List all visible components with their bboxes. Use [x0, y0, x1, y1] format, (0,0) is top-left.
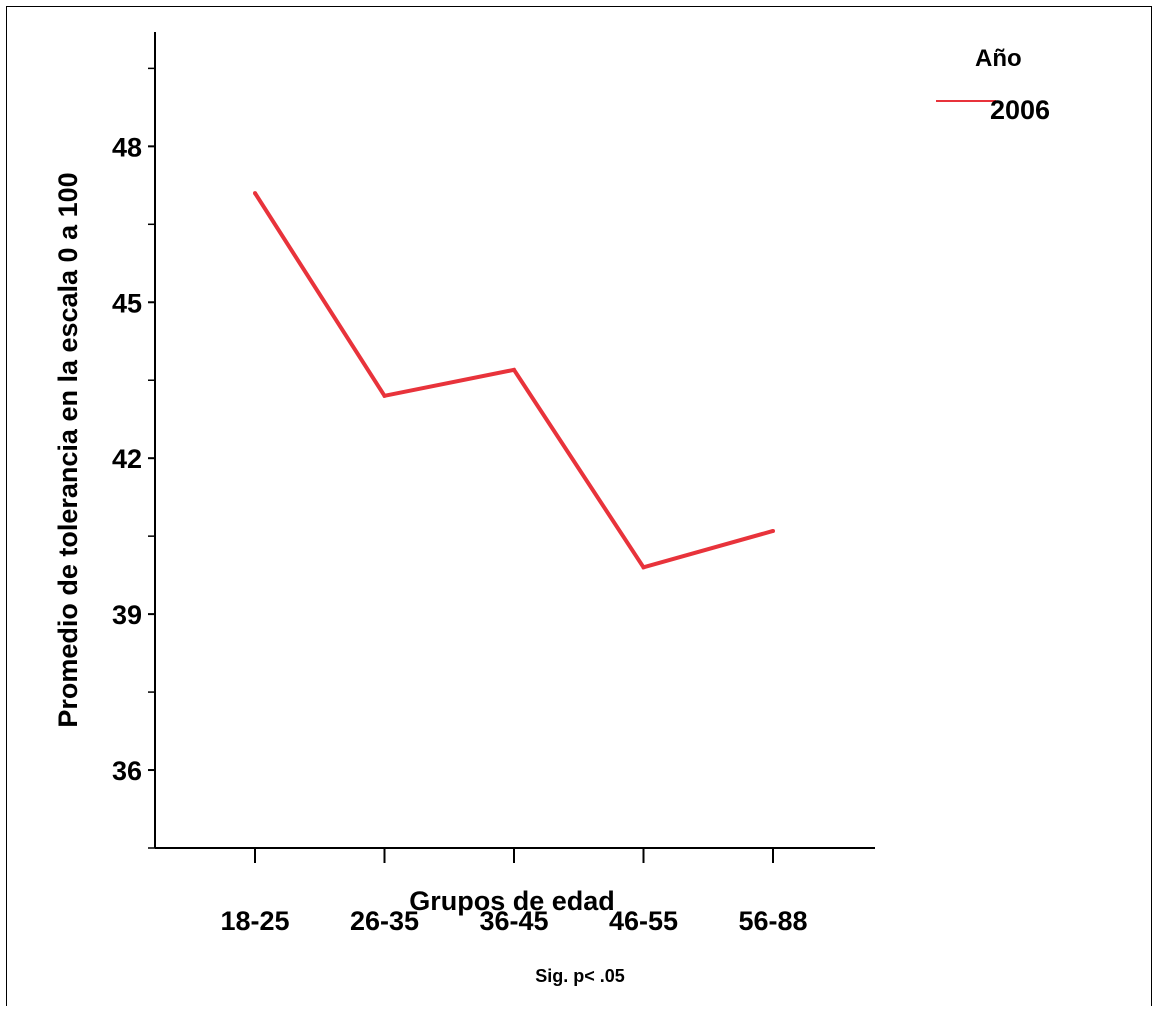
- y-ticks: 36 39 42 45 48: [112, 67, 155, 849]
- x-tick-label-36-45: 36-45: [479, 906, 548, 936]
- series-group: [253, 191, 775, 570]
- y-axis-title: Promedio de tolerancia en la escala 0 a …: [53, 172, 83, 727]
- x-axis-title: Grupos de edad: [409, 886, 615, 916]
- x-tick-label-56-88: 56-88: [738, 906, 807, 936]
- x-ticks: 18-25 26-35 36-45 46-55 56-88: [220, 848, 808, 936]
- legend: Año 2006: [936, 45, 1050, 125]
- data-point-36-45: [512, 367, 516, 372]
- x-tick-label-46-55: 46-55: [609, 906, 678, 936]
- data-point-46-55: [641, 565, 646, 570]
- x-tick-label-18-25: 18-25: [220, 906, 289, 936]
- data-point-56-88: [771, 528, 775, 533]
- series-line-2006: [253, 192, 774, 570]
- data-point-26-35: [382, 393, 387, 398]
- y-tick-label-42: 42: [112, 444, 142, 474]
- y-tick-label-48: 48: [112, 132, 142, 162]
- data-point-18-25: [253, 191, 257, 196]
- legend-label-2006: 2006: [990, 95, 1050, 125]
- chart-frame: [6, 6, 1152, 1006]
- y-tick-label-39: 39: [112, 600, 142, 630]
- legend-title: Año: [975, 45, 1022, 72]
- y-tick-label-36: 36: [112, 756, 142, 786]
- y-tick-label-45: 45: [112, 288, 142, 318]
- significance-note: Sig. p< .05: [535, 966, 625, 986]
- chart-axes: [154, 32, 875, 849]
- x-tick-label-26-35: 26-35: [350, 906, 419, 936]
